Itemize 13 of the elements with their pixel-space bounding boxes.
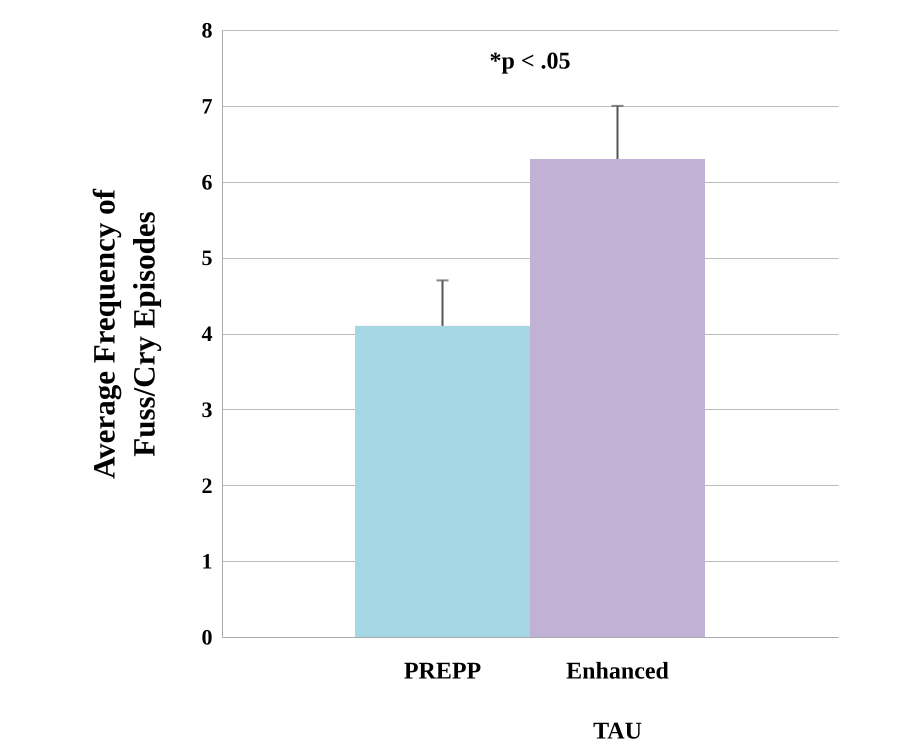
y-tick-label: 5 — [202, 245, 212, 270]
y-tick-label: 8 — [202, 18, 212, 42]
y-tick-label: 4 — [202, 321, 212, 346]
y-axis-title: Average Frequency of Fuss/Cry Episodes — [86, 188, 162, 479]
annotation: *p < .05 — [489, 48, 571, 75]
x-tick-label: PREPP — [404, 658, 482, 684]
y-tick-label: 7 — [202, 93, 212, 118]
category-label: Enhanced TAU — [566, 658, 669, 744]
y-tick-label: 3 — [202, 396, 212, 422]
y-tick-label: 1 — [202, 548, 212, 574]
y-tick-label: 2 — [202, 472, 212, 498]
y-tick-label: 0 — [202, 624, 212, 650]
y-tick-label: 6 — [202, 169, 212, 194]
